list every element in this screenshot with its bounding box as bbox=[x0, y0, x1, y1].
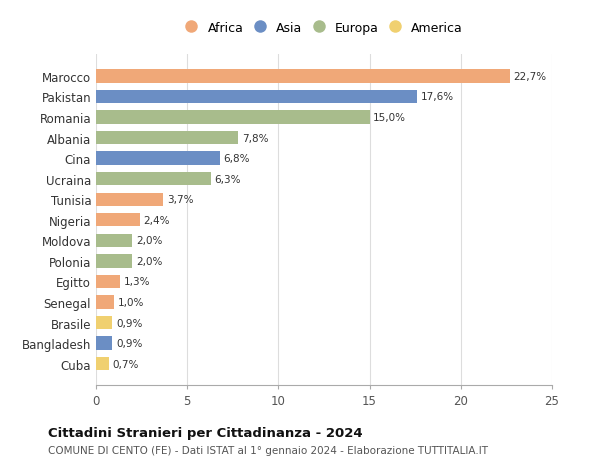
Bar bbox=[96, 296, 114, 309]
Text: 2,0%: 2,0% bbox=[136, 256, 163, 266]
Bar bbox=[96, 173, 211, 186]
Bar bbox=[96, 316, 112, 330]
Text: 0,7%: 0,7% bbox=[112, 359, 139, 369]
Bar bbox=[96, 70, 510, 84]
Bar bbox=[96, 275, 120, 289]
Bar bbox=[96, 337, 112, 350]
Text: 22,7%: 22,7% bbox=[514, 72, 547, 82]
Text: 1,3%: 1,3% bbox=[124, 277, 150, 287]
Bar bbox=[96, 111, 370, 124]
Text: 3,7%: 3,7% bbox=[167, 195, 194, 205]
Text: 0,9%: 0,9% bbox=[116, 338, 142, 348]
Bar bbox=[96, 255, 133, 268]
Text: 2,4%: 2,4% bbox=[143, 215, 170, 225]
Bar bbox=[96, 234, 133, 247]
Text: COMUNE DI CENTO (FE) - Dati ISTAT al 1° gennaio 2024 - Elaborazione TUTTITALIA.I: COMUNE DI CENTO (FE) - Dati ISTAT al 1° … bbox=[48, 445, 488, 455]
Text: 6,8%: 6,8% bbox=[224, 154, 250, 164]
Text: 6,3%: 6,3% bbox=[215, 174, 241, 185]
Bar bbox=[96, 193, 163, 207]
Text: 15,0%: 15,0% bbox=[373, 113, 406, 123]
Bar bbox=[96, 90, 417, 104]
Bar bbox=[96, 152, 220, 165]
Bar bbox=[96, 357, 109, 370]
Text: 17,6%: 17,6% bbox=[421, 92, 454, 102]
Text: 2,0%: 2,0% bbox=[136, 236, 163, 246]
Bar bbox=[96, 132, 238, 145]
Bar bbox=[96, 213, 140, 227]
Text: 1,0%: 1,0% bbox=[118, 297, 144, 308]
Text: 7,8%: 7,8% bbox=[242, 133, 268, 143]
Legend: Africa, Asia, Europa, America: Africa, Asia, Europa, America bbox=[181, 18, 467, 39]
Text: 0,9%: 0,9% bbox=[116, 318, 142, 328]
Text: Cittadini Stranieri per Cittadinanza - 2024: Cittadini Stranieri per Cittadinanza - 2… bbox=[48, 426, 362, 439]
